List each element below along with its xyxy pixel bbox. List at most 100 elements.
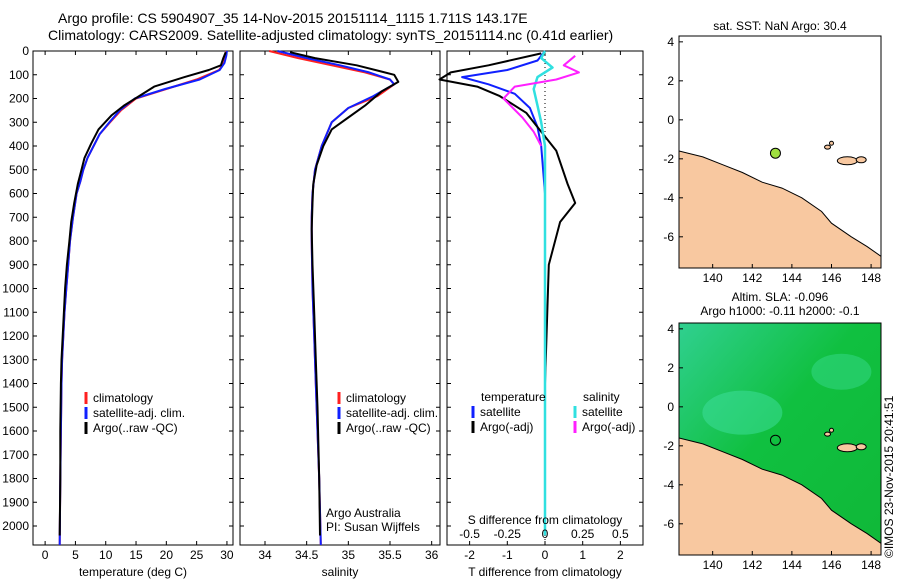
depth-tick-label: 1200 (2, 329, 29, 343)
sla-map-island (824, 431, 832, 437)
depth-tick-label: 0 (22, 44, 29, 58)
depth-tick-label: 500 (9, 163, 29, 177)
temperature-series-line (58, 50, 228, 546)
difference-series-line (502, 55, 580, 147)
difference-panel: -2 -1 0 1 2 T difference from climatology (438, 50, 644, 579)
chart-title-line1: Argo profile: CS 5904907_35 14-Nov-2015 … (58, 10, 528, 26)
depth-tick-label: 1700 (2, 448, 29, 462)
depth-tick-label: 600 (9, 187, 29, 201)
depth-tick-label: 900 (9, 258, 29, 272)
sst-map-ytick-label: -6 (663, 230, 674, 244)
difference-xtick-label: 2 (617, 548, 624, 562)
sst-map-land (679, 150, 881, 268)
chart-title-line2: Climatology: CARS2009. Satellite-adjuste… (48, 27, 614, 43)
salinity-difference-axis-label: S difference from climatology (468, 513, 623, 527)
difference-xtick-label: -2 (464, 548, 475, 562)
sla-map-xtick-label: 148 (861, 558, 881, 572)
temperature-series-line (58, 50, 228, 546)
salinity-series-line (277, 50, 396, 546)
temperature-series-line (58, 51, 227, 536)
sst-map-ytick-label: 0 (667, 113, 674, 127)
salinity-legend-title: salinity (583, 390, 620, 404)
argo-location-marker (769, 434, 781, 446)
sla-map-xtick-label: 140 (703, 558, 723, 572)
sla-map-ytick-label: -2 (663, 439, 674, 453)
sst-map-xtick-label: 144 (782, 271, 802, 285)
sla-anomaly-blob (702, 390, 783, 435)
sla-map-panel: 140 142 144 146 148 4 2 0 -2 -4 -6 Altim. SLA: -0.0… (663, 290, 882, 572)
sst-map-island (824, 144, 832, 150)
depth-tick-label: 1000 (2, 282, 29, 296)
difference-series-line (461, 50, 546, 536)
temperature-legend-title: temperature (481, 390, 546, 404)
difference-x-axis-label: T difference from climatology (468, 565, 622, 579)
temperature-xtick-label: 5 (72, 548, 79, 562)
depth-tick-label: 1100 (3, 305, 29, 319)
sla-map-land (679, 437, 881, 555)
sst-map-xtick-label: 140 (703, 271, 723, 285)
diff-legend-label: Argo(-adj) (480, 420, 533, 434)
sla-map-title: Altim. SLA: -0.096 (732, 290, 829, 304)
depth-tick-label: 300 (9, 115, 29, 129)
salinity-xtick-label: 35 (342, 548, 356, 562)
sla-map-ytick-label: -6 (663, 517, 674, 531)
depth-tick-label: 1900 (2, 495, 29, 509)
depth-tick-label: 400 (9, 139, 29, 153)
sla-map-subtitle: Argo h1000: -0.11 h2000: -0.1 (700, 304, 860, 318)
diff-legend-label: satellite (480, 405, 521, 419)
salinity-difference-tick-label: -0.5 (459, 527, 480, 541)
depth-tick-label: 700 (9, 210, 29, 224)
sst-map-content (679, 140, 881, 268)
sla-map-ytick-label: 4 (667, 322, 674, 336)
depth-tick-label: 1300 (2, 353, 29, 367)
sst-map-island (836, 156, 858, 166)
sla-map-island (855, 443, 867, 451)
sst-map-ytick-label: 2 (667, 74, 674, 88)
temperature-plot-frame (32, 50, 234, 546)
sst-map-ytick-label: -4 (663, 191, 674, 205)
salinity-series-line (289, 51, 400, 536)
salinity-panel: 34 34.5 35 35.5 36 salinity (239, 50, 441, 579)
temperature-xtick-label: 30 (220, 548, 234, 562)
diff-legend-label: Argo(-adj) (582, 420, 635, 434)
argo-australia-annotation: Argo Australia (326, 506, 401, 520)
temperature-legend-label: Argo(..raw -QC) (93, 421, 178, 435)
depth-tick-label: 800 (9, 234, 29, 248)
sla-map-xtick-label: 146 (821, 558, 841, 572)
temperature-x-axis-label: temperature (deg C) (79, 565, 187, 579)
salinity-xtick-label: 34 (258, 548, 272, 562)
salinity-difference-tick-label: 0.25 (571, 527, 595, 541)
sla-map-ytick-label: -4 (663, 478, 674, 492)
depth-tick-label: 1400 (2, 377, 29, 391)
sla-map-xtick-label: 144 (782, 558, 802, 572)
difference-xtick-label: 0 (542, 548, 549, 562)
temperature-legend-label: climatology (93, 391, 153, 405)
temperature-legend-label: satellite-adj. clim. (93, 406, 185, 420)
temperature-xtick-label: 10 (99, 548, 113, 562)
sst-map-xtick-label: 146 (821, 271, 841, 285)
sla-map-ytick-label: 2 (667, 361, 674, 375)
sla-map-ytick-label: 0 (667, 400, 674, 414)
salinity-xtick-label: 34.5 (295, 548, 319, 562)
sla-map-island (836, 443, 858, 453)
temperature-panel: 0 5 10 15 20 25 300100200300400500600700800900… (2, 44, 234, 579)
depth-tick-label: 100 (9, 68, 29, 82)
sla-anomaly-blob (811, 353, 872, 390)
depth-tick-label: 1600 (2, 424, 29, 438)
salinity-xtick-label: 36 (425, 548, 439, 562)
salinity-xtick-label: 35.5 (378, 548, 402, 562)
temperature-xtick-label: 25 (190, 548, 204, 562)
sst-map-xtick-label: 142 (742, 271, 762, 285)
sst-map-island (828, 140, 834, 146)
pi-name-annotation: PI: Susan Wijffels (326, 520, 420, 534)
argo-location-marker (769, 147, 781, 159)
salinity-series-line (268, 50, 396, 546)
imos-watermark: ©IMOS 23-Nov-2015 20:41:51 (882, 395, 896, 558)
depth-tick-label: 1500 (2, 400, 29, 414)
difference-xtick-label: 1 (579, 548, 586, 562)
sst-map-frame (678, 35, 882, 269)
sla-map-frame (678, 322, 882, 556)
depth-tick-label: 1800 (2, 472, 29, 486)
difference-series-line (438, 52, 577, 536)
